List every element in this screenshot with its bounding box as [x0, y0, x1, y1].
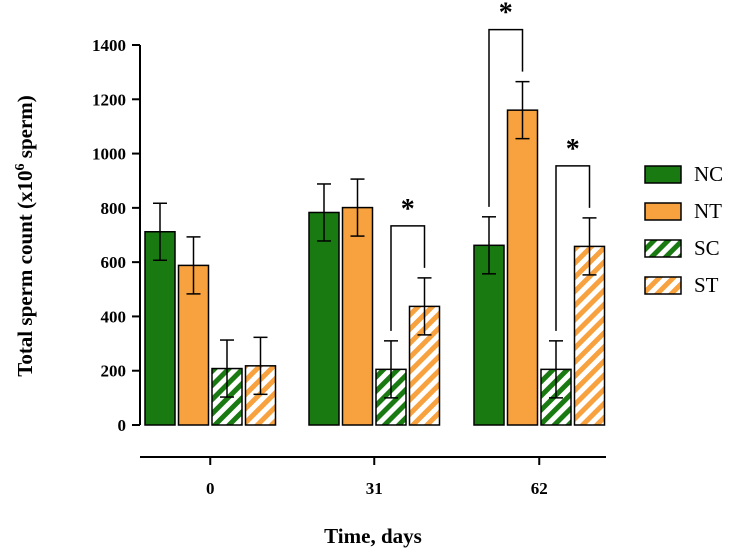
y-tick-label: 600: [101, 253, 127, 272]
significance-bracket: [488, 28, 524, 207]
y-axis-title-end: sperm): [13, 95, 37, 163]
y-ticks: 0 200 400 600 800 1000 1200 1400: [92, 36, 140, 435]
significance-star: *: [566, 134, 580, 165]
bar-st-day-31: [408, 305, 441, 426]
legend-label-sc: SC: [694, 236, 720, 260]
legend: NC NT SC ST: [644, 162, 723, 297]
bar-st-day-62: [573, 245, 606, 426]
significance-bracket: [390, 225, 426, 331]
x-tick-label: 62: [531, 479, 548, 498]
bars: [144, 109, 606, 426]
x-tick-label: 0: [206, 479, 215, 498]
y-tick-label: 400: [101, 307, 127, 326]
legend-swatch-st: [644, 276, 682, 295]
bar-nc-day-31: [308, 211, 340, 426]
y-tick-label: 800: [101, 199, 127, 218]
bar-nt-day-62: [506, 109, 539, 426]
y-tick-label: 1400: [92, 36, 126, 55]
x-ticks: 0 31 62: [206, 457, 548, 498]
legend-swatch-nt: [644, 202, 682, 221]
x-tick-label: 31: [366, 479, 383, 498]
legend-swatch-sc: [644, 239, 682, 258]
significance-bracket: [555, 165, 591, 331]
legend-label-st: ST: [694, 273, 719, 297]
x-axis-title: Time, days: [324, 524, 422, 548]
error-bars: [153, 80, 597, 399]
y-tick-label: 200: [101, 362, 127, 381]
y-tick-label: 1200: [92, 90, 126, 109]
legend-label-nc: NC: [694, 162, 723, 186]
significance-star: *: [401, 194, 415, 225]
y-tick-label: 1000: [92, 145, 126, 164]
bar-nt-day-31: [341, 206, 374, 426]
y-axis-title: Total sperm count (x106 sperm): [13, 95, 37, 377]
legend-label-nt: NT: [694, 199, 722, 223]
y-axis-title-sup: 6: [13, 163, 28, 170]
significance-star: *: [499, 0, 513, 29]
significance-brackets: * * *: [390, 0, 591, 331]
y-tick-label: 0: [118, 416, 127, 435]
legend-swatch-nc: [644, 165, 682, 184]
